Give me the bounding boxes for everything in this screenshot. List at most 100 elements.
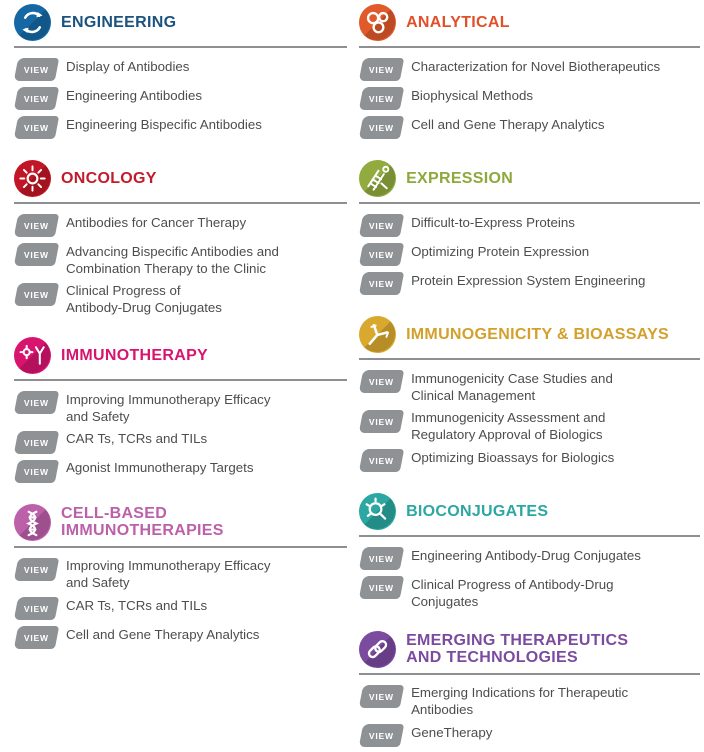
view-button-label: VIEW [369, 95, 394, 104]
session-list: VIEW Antibodies for Cancer Therapy VIEW … [14, 213, 347, 316]
session-title: Engineering Antibodies [66, 86, 202, 104]
session-row: VIEW Optimizing Bioassays for Biologics [359, 448, 700, 472]
session-row: VIEW Engineering Antibody-Drug Conjugate… [359, 546, 700, 570]
category-section: ANALYTICAL VIEW Characterization for Nov… [359, 4, 700, 144]
view-button[interactable]: VIEW [359, 576, 404, 599]
session-row: VIEW Clinical Progress of Antibody-Drug … [359, 575, 700, 610]
view-button-label: VIEW [369, 280, 394, 289]
view-button[interactable]: VIEW [359, 58, 404, 81]
view-button[interactable]: VIEW [14, 283, 59, 306]
category-section: IMMUNOTHERAPY VIEW Improving Immunothera… [14, 337, 347, 488]
view-button-label: VIEW [24, 439, 49, 448]
session-title: Engineering Bispecific Antibodies [66, 115, 262, 133]
category-title: BIOCONJUGATES [406, 503, 548, 520]
view-button[interactable]: VIEW [359, 370, 404, 393]
session-title: Difficult-to-Express Proteins [411, 213, 575, 231]
category-program-grid: ENGINEERING VIEW Display of Antibodies V… [0, 0, 704, 651]
category-section: EMERGING THERAPEUTICS AND TECHNOLOGIES V… [359, 631, 700, 752]
session-row: VIEW Agonist Immunotherapy Targets [14, 459, 347, 483]
session-row: VIEW Improving Immunotherapy Efficacy an… [14, 390, 347, 425]
divider [359, 358, 700, 360]
view-button[interactable]: VIEW [14, 431, 59, 454]
category-header: BIOCONJUGATES [359, 493, 700, 530]
session-list: VIEW Improving Immunotherapy Efficacy an… [14, 557, 347, 650]
category-section: BIOCONJUGATES VIEW Engineering Antibody-… [359, 493, 700, 615]
session-row: VIEW Display of Antibodies [14, 57, 347, 81]
session-title: Cell and Gene Therapy Analytics [66, 625, 259, 643]
category-section: CELL-BASED IMMUNOTHERAPIES VIEW Improvin… [14, 504, 347, 655]
category-title: CELL-BASED IMMUNOTHERAPIES [61, 505, 224, 540]
session-row: VIEW CAR Ts, TCRs and TILs [14, 430, 347, 454]
category-header: IMMUNOGENICITY & BIOASSAYS [359, 316, 700, 353]
session-list: VIEW Engineering Antibody-Drug Conjugate… [359, 546, 700, 610]
view-button[interactable]: VIEW [359, 243, 404, 266]
session-row: VIEW Engineering Antibodies [14, 86, 347, 110]
view-button[interactable]: VIEW [14, 391, 59, 414]
divider [14, 202, 347, 204]
session-title: Protein Expression System Engineering [411, 271, 645, 289]
view-button[interactable]: VIEW [359, 116, 404, 139]
view-button-label: VIEW [24, 468, 49, 477]
session-title: Cell and Gene Therapy Analytics [411, 115, 604, 133]
view-button-label: VIEW [369, 555, 394, 564]
view-button[interactable]: VIEW [14, 214, 59, 237]
view-button-label: VIEW [24, 124, 49, 133]
view-button[interactable]: VIEW [359, 724, 404, 747]
session-title: GeneTherapy [411, 723, 492, 741]
session-title: Clinical Progress of Antibody-Drug Conju… [66, 282, 222, 317]
dna-helix-icon [14, 504, 51, 541]
session-title: Improving Immunotherapy Efficacy and Saf… [66, 390, 270, 425]
view-button[interactable]: VIEW [14, 58, 59, 81]
view-button-label: VIEW [369, 378, 394, 387]
view-button[interactable]: VIEW [359, 410, 404, 433]
session-row: VIEW Characterization for Novel Biothera… [359, 57, 700, 81]
view-button[interactable]: VIEW [359, 87, 404, 110]
category-section: ONCOLOGY VIEW Antibodies for Cancer Ther… [14, 160, 347, 321]
view-button-label: VIEW [24, 605, 49, 614]
divider [359, 202, 700, 204]
category-title: ONCOLOGY [61, 170, 157, 187]
view-button-label: VIEW [369, 732, 394, 741]
divider [14, 546, 347, 548]
session-list: VIEW Emerging Indications for Therapeuti… [359, 684, 700, 748]
session-title: Characterization for Novel Biotherapeuti… [411, 57, 660, 75]
category-header: ENGINEERING [14, 4, 347, 41]
session-row: VIEW Biophysical Methods [359, 86, 700, 110]
view-button-label: VIEW [24, 222, 49, 231]
session-title: Clinical Progress of Antibody-Drug Conju… [411, 575, 614, 610]
session-title: Engineering Antibody-Drug Conjugates [411, 546, 641, 564]
view-button[interactable]: VIEW [14, 243, 59, 266]
view-button[interactable]: VIEW [14, 626, 59, 649]
category-title: ENGINEERING [61, 14, 176, 31]
session-title: Agonist Immunotherapy Targets [66, 459, 254, 477]
session-title: Antibodies for Cancer Therapy [66, 213, 246, 231]
session-title: Optimizing Bioassays for Biologics [411, 448, 614, 466]
antibody-y-icon [359, 316, 396, 353]
session-row: VIEW Antibodies for Cancer Therapy [14, 213, 347, 237]
session-title: Biophysical Methods [411, 86, 533, 104]
view-button[interactable]: VIEW [14, 558, 59, 581]
view-button[interactable]: VIEW [14, 116, 59, 139]
session-list: VIEW Display of Antibodies VIEW Engineer… [14, 57, 347, 139]
view-button[interactable]: VIEW [14, 87, 59, 110]
category-title: EXPRESSION [406, 170, 513, 187]
view-button[interactable]: VIEW [14, 460, 59, 483]
session-row: VIEW Advancing Bispecific Antibodies and… [14, 242, 347, 277]
session-title: Optimizing Protein Expression [411, 242, 589, 260]
view-button[interactable]: VIEW [359, 685, 404, 708]
session-title: Immunogenicity Case Studies and Clinical… [411, 369, 613, 404]
view-button[interactable]: VIEW [359, 449, 404, 472]
divider [359, 46, 700, 48]
category-header: CELL-BASED IMMUNOTHERAPIES [14, 504, 347, 541]
view-button-label: VIEW [24, 634, 49, 643]
view-button[interactable]: VIEW [359, 272, 404, 295]
session-row: VIEW Difficult-to-Express Proteins [359, 213, 700, 237]
view-button[interactable]: VIEW [359, 214, 404, 237]
view-button[interactable]: VIEW [14, 597, 59, 620]
session-row: VIEW Cell and Gene Therapy Analytics [14, 625, 347, 649]
view-button-label: VIEW [24, 251, 49, 260]
view-button-label: VIEW [24, 66, 49, 75]
session-title: Emerging Indications for Therapeutic Ant… [411, 684, 628, 719]
session-row: VIEW Engineering Bispecific Antibodies [14, 115, 347, 139]
view-button[interactable]: VIEW [359, 547, 404, 570]
